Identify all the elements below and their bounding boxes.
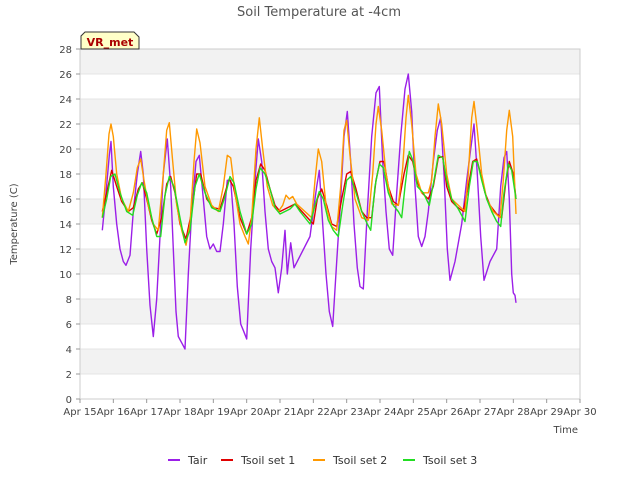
y-tick-label: 6 — [66, 320, 72, 331]
x-tick-label: Apr 18 — [163, 407, 196, 418]
x-axis-label: Time — [553, 425, 578, 436]
x-tick-label: Apr 30 — [563, 407, 596, 418]
y-tick-label: 12 — [59, 245, 72, 256]
grid-band — [80, 249, 580, 274]
y-tick-label: 14 — [59, 220, 72, 231]
x-tick-label: Apr 16 — [97, 407, 130, 418]
series-line-tsoil-set-3 — [101, 150, 517, 244]
station-label: VR_met — [87, 36, 134, 49]
legend-item-tsoil-set-3: Tsoil set 3 — [403, 454, 477, 467]
x-tick-label: Apr 22 — [297, 407, 330, 418]
y-axis-label: Temperature (C) — [9, 183, 20, 265]
legend-label: Tsoil set 1 — [240, 454, 295, 467]
x-tick-label: Apr 28 — [497, 407, 530, 418]
x-tick-label: Apr 15 — [63, 407, 96, 418]
series-lines — [101, 73, 517, 350]
x-tick-label: Apr 24 — [363, 407, 396, 418]
x-tick-label: Apr 25 — [397, 407, 430, 418]
y-tick-label: 16 — [59, 195, 72, 206]
station-badge: VR_met — [80, 31, 140, 50]
legend-item-tsoil-set-2: Tsoil set 2 — [313, 454, 387, 467]
y-tick-label: 8 — [66, 295, 72, 306]
x-axis-ticks: Apr 15 Apr 16 Apr 17 Apr 18 Apr 19 Apr 20 Apr … — [63, 399, 597, 418]
x-tick-label: Apr 21 — [263, 407, 296, 418]
legend-item-tsoil-set-1: Tsoil set 1 — [221, 454, 295, 467]
station-badge-box — [80, 31, 140, 50]
y-tick-label: 2 — [66, 370, 72, 381]
y-tick-label: 26 — [59, 70, 72, 81]
grid-band — [80, 49, 580, 74]
y-tick-label: 0 — [66, 395, 72, 406]
x-tick-label: Apr 27 — [463, 407, 496, 418]
y-tick-label: 4 — [66, 345, 72, 356]
y-tick-label: 22 — [59, 120, 72, 131]
y-tick-label: 10 — [59, 270, 72, 281]
x-tick-label: Apr 17 — [130, 407, 163, 418]
y-tick-label: 24 — [59, 95, 72, 106]
legend: Tair Tsoil set 1 Tsoil set 2 Tsoil set 3 — [168, 454, 477, 467]
grid-band — [80, 99, 580, 124]
y-tick-label: 20 — [59, 145, 72, 156]
legend-item-tair: Tair — [168, 454, 208, 467]
x-tick-label: Apr 29 — [530, 407, 563, 418]
x-tick-label: Apr 19 — [197, 407, 230, 418]
x-tick-label: Apr 20 — [230, 407, 263, 418]
legend-label: Tsoil set 2 — [332, 454, 387, 467]
x-tick-label: Apr 26 — [430, 407, 463, 418]
y-tick-label: 18 — [59, 170, 72, 181]
legend-label: Tsoil set 3 — [422, 454, 477, 467]
chart-title: Soil Temperature at -4cm — [237, 5, 401, 20]
y-tick-label: 28 — [59, 45, 72, 56]
grid-band — [80, 349, 580, 374]
x-tick-label: Apr 23 — [330, 407, 363, 418]
legend-label: Tair — [187, 454, 208, 467]
